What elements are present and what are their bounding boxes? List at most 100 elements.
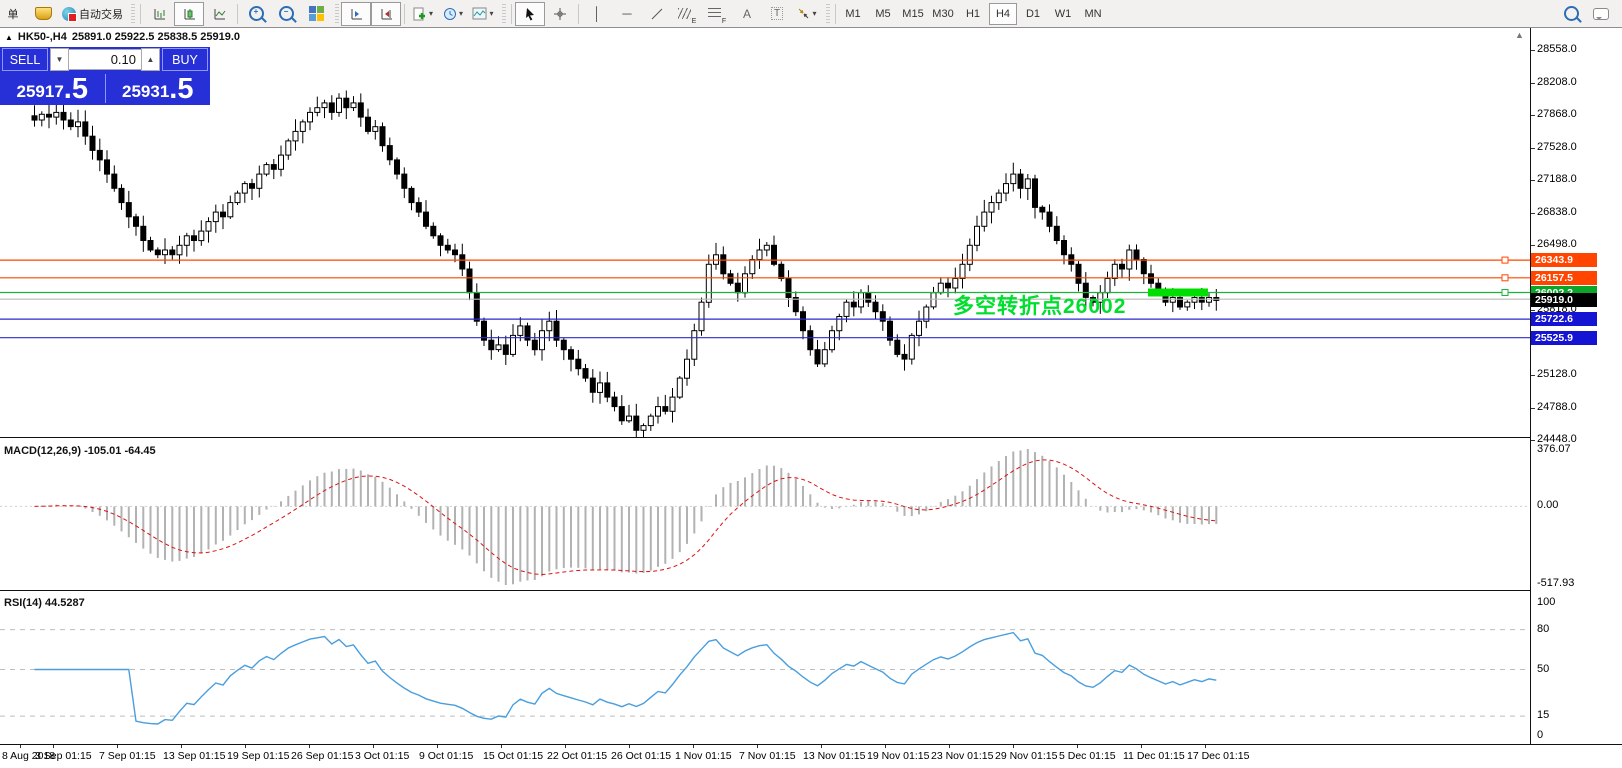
time-tick bbox=[1077, 745, 1078, 748]
timeframe-M30[interactable]: M30 bbox=[932, 7, 954, 20]
rsi-line bbox=[34, 631, 1217, 725]
toolbar-grip[interactable] bbox=[502, 3, 506, 24]
timeframe-H4[interactable]: H4 bbox=[989, 2, 1017, 25]
periods-button[interactable]: ▾ bbox=[438, 2, 468, 26]
trendline-button[interactable] bbox=[642, 2, 672, 26]
equidistant-channel-button[interactable]: E bbox=[672, 2, 702, 26]
new-order-button[interactable]: 单 bbox=[0, 2, 28, 26]
toolbar-grip[interactable] bbox=[335, 3, 339, 24]
axis-tick bbox=[1531, 310, 1535, 311]
highlight-zone bbox=[1148, 288, 1208, 297]
price-tick-label: 28208.0 bbox=[1537, 76, 1577, 88]
zoom-out-button[interactable]: − bbox=[271, 2, 301, 26]
time-label: 26 Oct 01:15 bbox=[611, 750, 672, 762]
time-axis[interactable]: 8 Aug 2018 3 Sep 01:15 7 Sep 01:15 13 Sep 0… bbox=[0, 744, 1622, 768]
vertical-line-button[interactable]: │ bbox=[582, 2, 612, 26]
toolbar-grip[interactable] bbox=[131, 3, 135, 24]
axis-tick bbox=[1531, 213, 1535, 214]
price-tick-label: 27868.0 bbox=[1537, 108, 1577, 120]
time-label: 26 Sep 01:15 bbox=[291, 750, 354, 762]
horizontal-line-button[interactable]: ─ bbox=[612, 2, 642, 26]
autotrade-button[interactable]: 自动交易 bbox=[58, 2, 127, 26]
zoom-in-icon: + bbox=[248, 6, 267, 23]
rsi-pane[interactable] bbox=[0, 594, 1530, 744]
rsi-axis-label: 80 bbox=[1537, 623, 1550, 635]
hline-handle[interactable] bbox=[1501, 256, 1509, 264]
macd-axis-label: 0.00 bbox=[1537, 499, 1559, 511]
time-label: 5 Dec 01:15 bbox=[1059, 750, 1116, 762]
deposit-button[interactable] bbox=[28, 2, 58, 26]
search-icon bbox=[1563, 6, 1582, 23]
time-tick bbox=[373, 745, 374, 748]
price-axis-line bbox=[1530, 28, 1531, 744]
price-level-badge: 25525.9 bbox=[1531, 331, 1597, 345]
time-tick bbox=[437, 745, 438, 748]
buy-button[interactable]: BUY bbox=[162, 48, 208, 71]
price-chart-pane[interactable] bbox=[0, 28, 1530, 438]
clock-icon bbox=[443, 7, 456, 20]
time-tick bbox=[565, 745, 566, 748]
timeframe-MN[interactable]: MN bbox=[1084, 7, 1102, 20]
time-tick bbox=[1205, 745, 1206, 748]
fibonacci-icon bbox=[707, 8, 721, 19]
one-click-trading-panel: SELL ▼ ▲ BUY 25917 .5 25931 .5 bbox=[0, 47, 210, 105]
indicators-button[interactable]: ▾ bbox=[408, 2, 438, 26]
templates-button[interactable]: ▾ bbox=[468, 2, 498, 26]
timeframe-D1[interactable]: D1 bbox=[1025, 7, 1041, 20]
timeframe-M15[interactable]: M15 bbox=[902, 7, 924, 20]
macd-axis-label: -517.93 bbox=[1537, 577, 1575, 589]
line-chart-button[interactable] bbox=[204, 2, 234, 26]
toolbar-grip[interactable] bbox=[826, 3, 830, 24]
axis-tick bbox=[1531, 440, 1535, 441]
axis-tick bbox=[1531, 375, 1535, 376]
chart-shift-button[interactable] bbox=[371, 1, 401, 26]
zoom-in-button[interactable]: + bbox=[241, 2, 271, 26]
autoscroll-button[interactable] bbox=[341, 1, 371, 26]
price-axis[interactable]: 28558.0 28208.0 27868.0 27528.0 27188.0 26838… bbox=[1531, 28, 1622, 744]
cursor-icon bbox=[526, 7, 534, 20]
macd-pane[interactable] bbox=[0, 442, 1530, 590]
text-button[interactable]: A bbox=[732, 2, 762, 26]
timeframe-H1[interactable]: H1 bbox=[965, 7, 981, 20]
rsi-axis-label: 50 bbox=[1537, 663, 1550, 675]
chart-annotation-text[interactable]: 多空转折点26002 bbox=[953, 295, 1127, 318]
crosshair-button[interactable] bbox=[545, 2, 575, 26]
timeframe-M5[interactable]: M5 bbox=[875, 7, 891, 20]
time-tick bbox=[885, 745, 886, 748]
cursor-button[interactable] bbox=[515, 1, 545, 26]
arrows-button[interactable]: ▾ bbox=[792, 2, 822, 26]
channel-icon bbox=[677, 8, 691, 19]
bar-chart-button[interactable] bbox=[144, 2, 174, 26]
collapse-icon[interactable]: ▲ bbox=[5, 32, 13, 42]
time-label: 7 Sep 01:15 bbox=[99, 750, 156, 762]
candlestick-chart-button[interactable] bbox=[174, 1, 204, 26]
search-button[interactable] bbox=[1556, 2, 1586, 26]
sell-price-main: 25917 bbox=[16, 82, 64, 101]
price-level-badge: 26343.9 bbox=[1531, 253, 1597, 267]
tile-windows-button[interactable] bbox=[301, 2, 331, 26]
scroll-up-icon[interactable]: ▲ bbox=[1515, 30, 1524, 40]
sell-price[interactable]: 25917 .5 bbox=[0, 72, 105, 105]
fibonacci-button[interactable]: F bbox=[702, 2, 732, 26]
hline-handle[interactable] bbox=[1501, 289, 1509, 296]
volume-input[interactable] bbox=[69, 49, 141, 70]
price-tick-label: 26838.0 bbox=[1537, 206, 1577, 218]
chat-button[interactable] bbox=[1586, 2, 1616, 26]
timeframe-W1[interactable]: W1 bbox=[1054, 7, 1072, 20]
hline-handle[interactable] bbox=[1501, 274, 1509, 282]
price-tick-label: 24448.0 bbox=[1537, 433, 1577, 445]
text-label-button[interactable]: T bbox=[762, 2, 792, 26]
volume-increase-button[interactable]: ▲ bbox=[141, 48, 160, 71]
timeframe-M1[interactable]: M1 bbox=[845, 7, 861, 20]
macd-signal-line bbox=[34, 459, 1217, 576]
price-level-badge: 26157.5 bbox=[1531, 271, 1597, 285]
chart-title: ▲ HK50-,H4 25891.0 25922.5 25838.5 25919… bbox=[5, 31, 240, 43]
time-tick bbox=[821, 745, 822, 748]
buy-price[interactable]: 25931 .5 bbox=[106, 72, 211, 105]
sell-button[interactable]: SELL bbox=[2, 48, 48, 71]
time-label: 9 Oct 01:15 bbox=[419, 750, 474, 762]
tile-windows-icon bbox=[308, 6, 324, 21]
time-label: 29 Nov 01:15 bbox=[995, 750, 1058, 762]
volume-decrease-button[interactable]: ▼ bbox=[50, 48, 69, 71]
